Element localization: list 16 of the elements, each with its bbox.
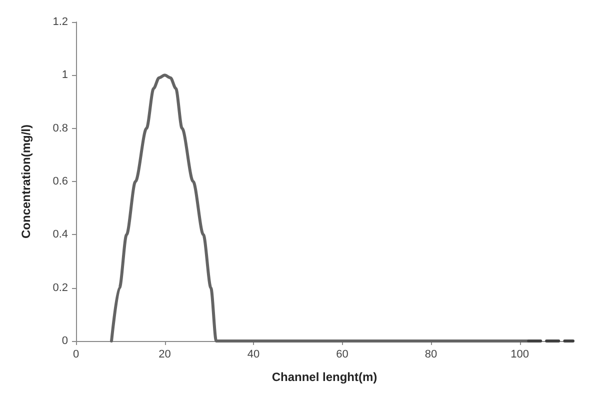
x-tick-label: 100: [510, 348, 529, 360]
y-tick-label: 0.2: [52, 282, 68, 294]
x-axis-title: Channel lenght(m): [272, 370, 378, 384]
y-axis-title: Concentration(mg/l): [19, 124, 33, 238]
x-tick-label: 0: [72, 348, 80, 360]
x-tick-label: 80: [424, 348, 438, 360]
line-series: [110, 74, 530, 342]
y-tick-label: 0.6: [52, 176, 68, 188]
y-tick-label: 1: [62, 69, 68, 82]
x-tick-label: 20: [158, 348, 171, 360]
x-tick-label: 40: [247, 348, 260, 360]
x-tick-label: 60: [336, 348, 348, 360]
y-tick-label: 0: [62, 335, 68, 347]
y-tick-label: 1.2: [52, 16, 68, 28]
y-tick-label: 0.4: [52, 228, 68, 241]
y-tick-label: 0.8: [52, 122, 68, 134]
